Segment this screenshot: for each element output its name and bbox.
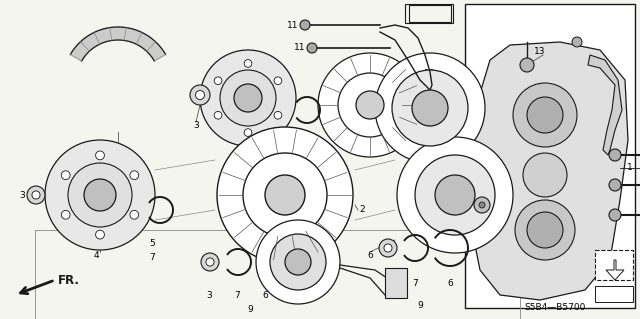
Circle shape: [95, 151, 104, 160]
Polygon shape: [70, 27, 166, 61]
Text: E-14: E-14: [419, 8, 442, 18]
Text: 8: 8: [115, 144, 121, 152]
Text: 7: 7: [234, 291, 240, 300]
Circle shape: [397, 137, 513, 253]
Circle shape: [214, 111, 222, 119]
Text: 13: 13: [534, 48, 546, 56]
Circle shape: [244, 129, 252, 137]
Circle shape: [572, 37, 582, 47]
Circle shape: [520, 58, 534, 72]
Bar: [465, 4, 635, 308]
Circle shape: [307, 43, 317, 53]
Circle shape: [318, 53, 422, 157]
Circle shape: [27, 186, 45, 204]
Text: E-14: E-14: [416, 9, 440, 19]
Text: FR.: FR.: [58, 273, 80, 286]
Circle shape: [201, 253, 219, 271]
Text: E-14: E-14: [604, 291, 624, 300]
Text: 5: 5: [149, 239, 155, 248]
Circle shape: [79, 174, 122, 217]
Circle shape: [265, 175, 305, 215]
Circle shape: [206, 258, 214, 266]
Text: E-14: E-14: [416, 9, 440, 19]
Circle shape: [338, 73, 402, 137]
Circle shape: [527, 97, 563, 133]
Circle shape: [384, 244, 392, 252]
Circle shape: [515, 200, 575, 260]
Circle shape: [523, 153, 567, 197]
Circle shape: [379, 239, 397, 257]
Text: 3: 3: [19, 190, 25, 199]
Circle shape: [32, 191, 40, 199]
Circle shape: [130, 171, 139, 180]
Circle shape: [609, 179, 621, 191]
Circle shape: [244, 60, 252, 67]
Circle shape: [190, 85, 210, 105]
Circle shape: [61, 211, 70, 219]
Circle shape: [130, 211, 139, 219]
Text: 3: 3: [193, 121, 199, 130]
Text: 5: 5: [303, 140, 309, 150]
Circle shape: [513, 83, 577, 147]
Circle shape: [84, 179, 116, 211]
Circle shape: [214, 77, 222, 85]
Circle shape: [435, 175, 475, 215]
Circle shape: [243, 153, 327, 237]
Circle shape: [412, 90, 448, 126]
Text: 1: 1: [627, 164, 633, 173]
Circle shape: [220, 70, 276, 126]
Polygon shape: [588, 55, 622, 155]
Text: 4: 4: [93, 250, 99, 259]
Circle shape: [300, 20, 310, 30]
Text: 6: 6: [447, 278, 453, 287]
Circle shape: [68, 163, 132, 227]
Circle shape: [392, 70, 468, 146]
Bar: [595, 250, 633, 280]
FancyBboxPatch shape: [595, 286, 633, 302]
Text: 11: 11: [294, 43, 306, 53]
Circle shape: [270, 234, 326, 290]
FancyBboxPatch shape: [405, 4, 453, 23]
Circle shape: [200, 50, 296, 146]
Circle shape: [95, 230, 104, 239]
Text: 9: 9: [417, 300, 423, 309]
Polygon shape: [468, 42, 628, 300]
Circle shape: [61, 171, 70, 180]
Text: 7: 7: [303, 155, 309, 165]
Text: 7: 7: [149, 253, 155, 262]
Text: S5B4—B5700: S5B4—B5700: [524, 303, 586, 313]
Circle shape: [217, 127, 353, 263]
Bar: [385, 268, 407, 298]
Text: 6: 6: [367, 250, 373, 259]
FancyBboxPatch shape: [409, 5, 451, 22]
Text: 3: 3: [206, 291, 212, 300]
Text: 9: 9: [247, 306, 253, 315]
Text: 10: 10: [424, 69, 436, 78]
Circle shape: [375, 53, 485, 163]
Circle shape: [415, 155, 495, 235]
Text: E-14: E-14: [416, 9, 440, 19]
Circle shape: [274, 111, 282, 119]
Circle shape: [195, 91, 205, 100]
Text: 2: 2: [359, 205, 365, 214]
Circle shape: [474, 197, 490, 213]
Circle shape: [356, 91, 384, 119]
Text: E-14: E-14: [604, 291, 624, 300]
Text: 6: 6: [262, 291, 268, 300]
Text: 11: 11: [287, 20, 299, 29]
Text: 7: 7: [412, 278, 418, 287]
Circle shape: [527, 212, 563, 248]
Circle shape: [274, 77, 282, 85]
Circle shape: [609, 149, 621, 161]
Circle shape: [234, 84, 262, 112]
Circle shape: [285, 249, 311, 275]
Circle shape: [479, 202, 485, 208]
Circle shape: [609, 209, 621, 221]
Circle shape: [45, 140, 155, 250]
Circle shape: [256, 220, 340, 304]
Text: 3: 3: [387, 278, 393, 287]
Polygon shape: [606, 260, 624, 280]
Circle shape: [229, 79, 267, 117]
Text: 12: 12: [461, 216, 473, 225]
